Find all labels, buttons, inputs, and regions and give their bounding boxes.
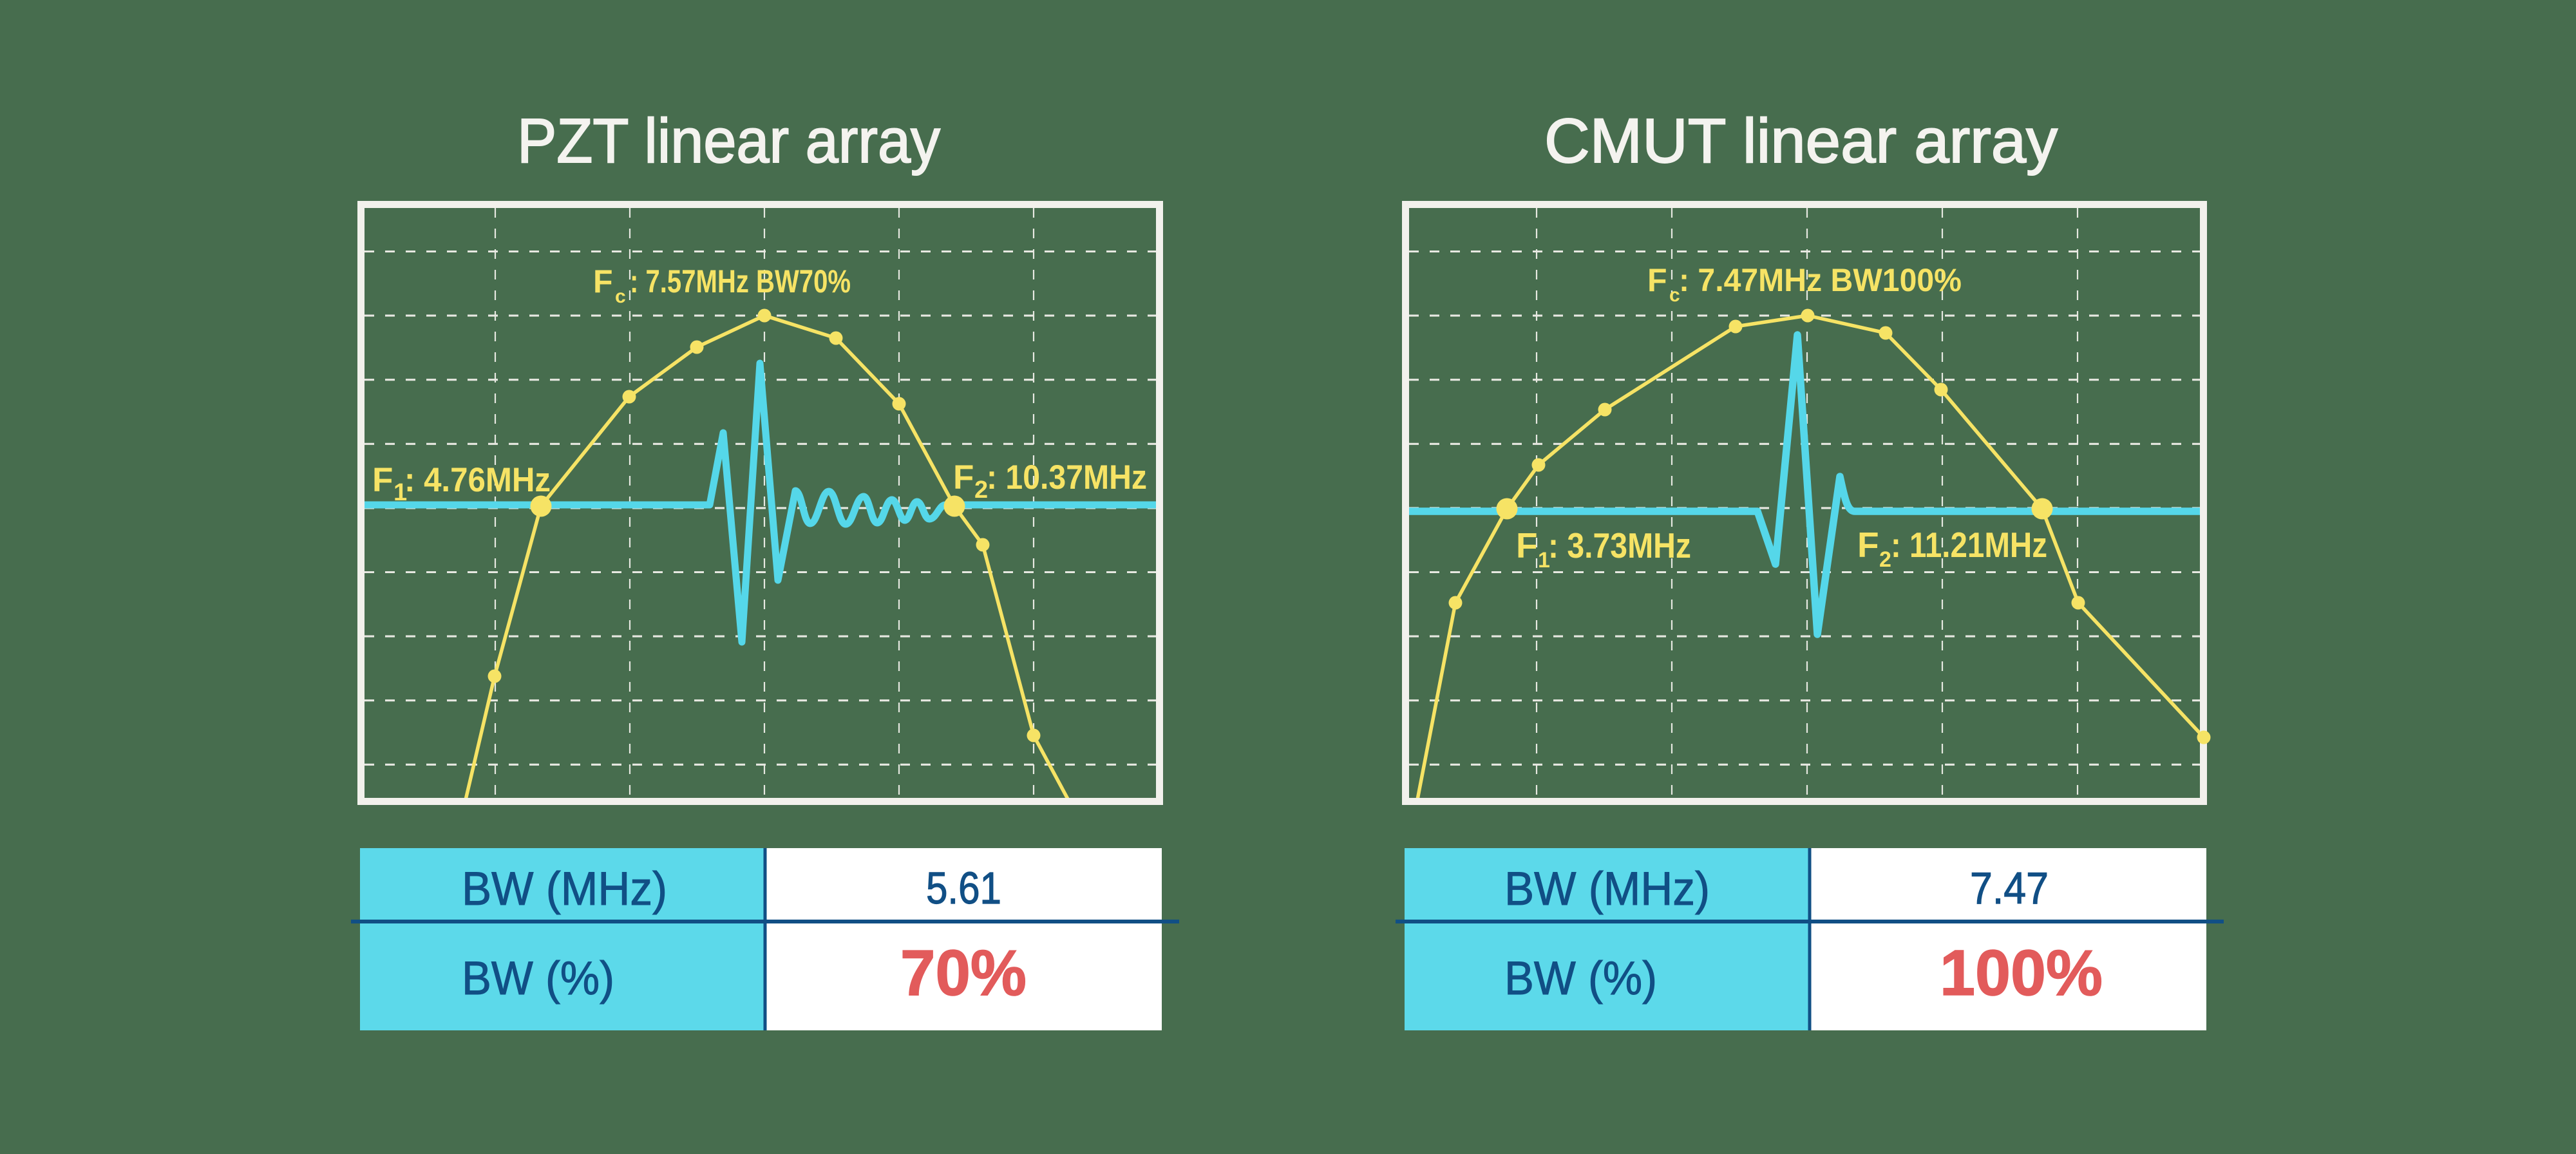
svg-text:2: 2 <box>1879 547 1891 572</box>
svg-text:BW (MHz): BW (MHz) <box>1504 863 1710 915</box>
svg-text:7.47: 7.47 <box>1970 863 2049 913</box>
svg-text:BW (MHz): BW (MHz) <box>462 863 667 915</box>
svg-text:F: F <box>1516 525 1538 565</box>
svg-text:70%: 70% <box>900 937 1027 1009</box>
svg-text:F: F <box>593 263 613 299</box>
svg-text:F: F <box>372 461 393 499</box>
svg-text:PZT linear array: PZT linear array <box>517 106 940 176</box>
svg-text:: 7.57MHz BW70%: : 7.57MHz BW70% <box>630 263 851 299</box>
svg-text:CMUT linear array: CMUT linear array <box>1544 106 2058 176</box>
svg-text:: 7.47MHz BW100%: : 7.47MHz BW100% <box>1679 262 1962 298</box>
svg-text:BW (%): BW (%) <box>462 952 614 1005</box>
svg-text:BW (%): BW (%) <box>1504 952 1657 1005</box>
svg-text:: 10.37MHz: : 10.37MHz <box>987 459 1147 497</box>
svg-text:1: 1 <box>1538 548 1550 572</box>
svg-text:1: 1 <box>393 479 407 506</box>
svg-text:: 3.73MHz: : 3.73MHz <box>1548 525 1691 565</box>
svg-text:: 4.76MHz: : 4.76MHz <box>404 461 551 499</box>
svg-text:100%: 100% <box>1940 937 2103 1009</box>
svg-text:F: F <box>953 459 974 497</box>
svg-text:: 11.21MHz: : 11.21MHz <box>1891 525 2047 565</box>
svg-text:5.61: 5.61 <box>926 863 1001 913</box>
svg-text:F: F <box>1857 525 1879 565</box>
svg-text:c: c <box>1669 285 1680 306</box>
svg-text:F: F <box>1647 262 1667 298</box>
svg-text:2: 2 <box>974 477 988 504</box>
svg-text:c: c <box>615 286 626 307</box>
